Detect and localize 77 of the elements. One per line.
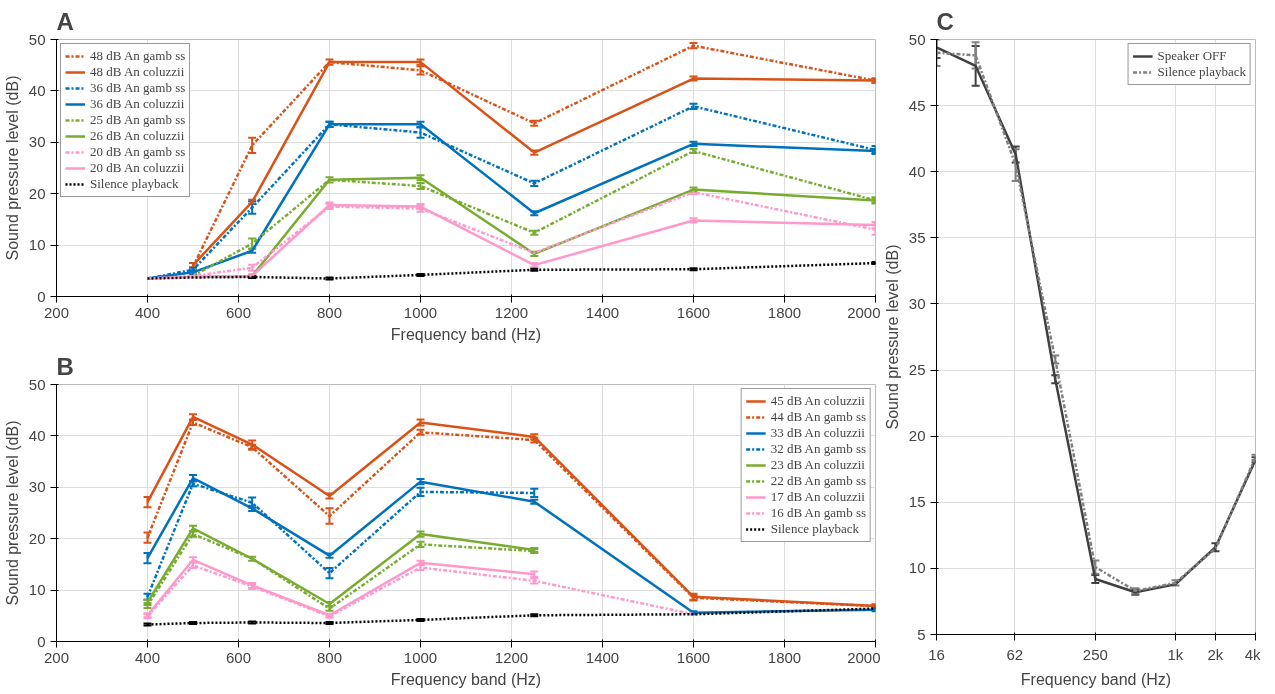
x-tick-label: 1200 xyxy=(494,648,529,666)
legend-label: 48 dB An gamb ss xyxy=(90,48,186,64)
x-tick-label: 1400 xyxy=(585,648,620,666)
x-tick-label: 200 xyxy=(43,648,70,666)
x-tick-label: 1k xyxy=(1167,645,1184,663)
chart-title: B xyxy=(56,352,74,380)
legend-label: 22 dB An gamb ss xyxy=(770,473,866,489)
x-tick-label: 1000 xyxy=(403,648,438,666)
x-tick-label: 1800 xyxy=(767,648,802,666)
x-tick-label: 200 xyxy=(43,303,70,321)
legend-label: 17 dB An coluzzii xyxy=(770,489,865,505)
y-tick-label: 50 xyxy=(28,375,46,393)
legend-label: 45 dB An coluzzii xyxy=(770,393,865,409)
legend-label: 36 dB An coluzzii xyxy=(90,96,185,112)
chart-title: A xyxy=(56,7,74,35)
legend-label: 20 dB An gamb ss xyxy=(90,144,186,160)
y-tick-label: 30 xyxy=(908,294,926,312)
y-axis-title: Sound pressure level (dB) xyxy=(883,244,901,430)
x-tick-label: 1400 xyxy=(585,303,620,321)
legend-label: 26 dB An coluzzii xyxy=(90,128,185,144)
y-tick-label: 20 xyxy=(28,529,46,547)
legend-label: Silence playback xyxy=(90,176,179,192)
x-tick-label: 62 xyxy=(1006,645,1024,663)
y-tick-label: 50 xyxy=(908,30,926,48)
y-tick-label: 20 xyxy=(28,184,46,202)
legend-label: Silence playback xyxy=(770,521,860,537)
y-axis-title: Sound pressure level (dB) xyxy=(3,75,21,261)
y-tick-label: 50 xyxy=(28,30,46,48)
y-tick-label: 10 xyxy=(28,236,46,254)
y-tick-label: 40 xyxy=(28,426,46,444)
chart-title: C xyxy=(936,7,954,35)
x-axis-title: Frequency band (Hz) xyxy=(390,325,542,343)
y-tick-label: 15 xyxy=(908,493,926,511)
y-tick-label: 0 xyxy=(37,287,46,305)
x-tick-label: 800 xyxy=(316,303,343,321)
legend-label: 32 dB An gamb ss xyxy=(770,441,866,457)
x-tick-label: 400 xyxy=(134,648,161,666)
x-tick-label: 800 xyxy=(316,648,343,666)
y-tick-label: 30 xyxy=(28,478,46,496)
x-axis-title: Frequency band (Hz) xyxy=(1020,670,1172,688)
legend-label: Speaker OFF xyxy=(1157,48,1227,64)
y-tick-label: 35 xyxy=(908,228,926,246)
x-tick-label: 1200 xyxy=(494,303,529,321)
y-tick-label: 5 xyxy=(917,625,926,643)
y-tick-label: 25 xyxy=(908,361,926,379)
x-tick-label: 4k xyxy=(1244,645,1261,663)
legend-label: 25 dB An gamb ss xyxy=(90,112,186,128)
y-tick-label: 40 xyxy=(28,81,46,99)
legend-label: 33 dB An coluzzii xyxy=(770,425,865,441)
x-tick-label: 1800 xyxy=(767,303,802,321)
legend-label: Silence playback xyxy=(1157,64,1246,80)
y-tick-label: 10 xyxy=(28,581,46,599)
y-tick-label: 20 xyxy=(908,427,926,445)
x-tick-label: 2k xyxy=(1207,645,1224,663)
legend-label: 48 dB An coluzzii xyxy=(90,64,185,80)
y-axis-title: Sound pressure level (dB) xyxy=(3,420,21,606)
legend-label: 44 dB An gamb ss xyxy=(770,409,866,425)
y-tick-label: 10 xyxy=(908,559,926,577)
y-tick-label: 40 xyxy=(908,162,926,180)
x-tick-label: 2000 xyxy=(847,648,881,666)
y-tick-label: 0 xyxy=(37,632,46,650)
x-tick-label: 2000 xyxy=(847,303,881,321)
x-tick-label: 400 xyxy=(134,303,161,321)
legend-label: 23 dB An coluzzii xyxy=(770,457,865,473)
y-tick-label: 45 xyxy=(908,96,926,114)
legend-label: 16 dB An gamb ss xyxy=(770,505,866,521)
x-tick-label: 600 xyxy=(225,303,252,321)
x-tick-label: 250 xyxy=(1082,645,1108,663)
x-tick-label: 1600 xyxy=(676,648,711,666)
y-tick-label: 30 xyxy=(28,133,46,151)
x-tick-label: 1000 xyxy=(403,303,438,321)
x-tick-label: 16 xyxy=(928,645,945,663)
x-axis-title: Frequency band (Hz) xyxy=(390,670,542,688)
x-tick-label: 600 xyxy=(225,648,252,666)
legend-label: 20 dB An coluzzii xyxy=(90,160,185,176)
legend-label: 36 dB An gamb ss xyxy=(90,80,186,96)
x-tick-label: 1600 xyxy=(676,303,711,321)
